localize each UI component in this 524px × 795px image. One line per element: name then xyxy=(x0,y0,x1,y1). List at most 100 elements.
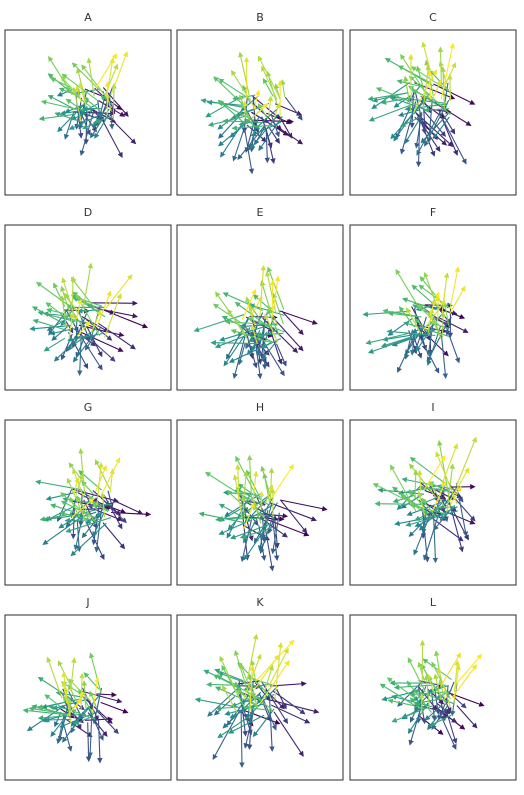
vector-arrow xyxy=(393,684,432,690)
panel-frame xyxy=(349,614,517,781)
vector-arrow xyxy=(63,292,80,315)
vector-arrow xyxy=(284,96,303,121)
vector-arrow xyxy=(448,467,470,503)
vector-arrow xyxy=(244,118,261,130)
vector-arrow xyxy=(449,285,466,315)
vector-arrow xyxy=(456,653,483,684)
vector-arrow xyxy=(35,479,83,491)
vector-arrow xyxy=(272,690,306,715)
vector-arrow xyxy=(262,77,274,97)
vector-arrow xyxy=(78,109,93,130)
vector-arrow xyxy=(89,690,97,708)
vector-arrow xyxy=(68,312,75,339)
vector-arrow xyxy=(451,664,478,698)
vector-arrow xyxy=(270,704,311,724)
vector-arrow xyxy=(204,471,250,501)
vector-arrow xyxy=(404,329,414,360)
vector-arrow xyxy=(213,696,236,716)
vector-arrow xyxy=(97,720,103,764)
vector-arrow xyxy=(251,504,268,521)
panel-frame xyxy=(4,614,172,781)
vector-arrow xyxy=(230,523,272,540)
vector-arrow xyxy=(252,470,259,501)
vector-arrow xyxy=(433,83,476,105)
vector-arrow xyxy=(426,100,433,144)
vector-arrow xyxy=(68,112,104,130)
vector-arrow xyxy=(239,694,275,705)
vector-arrow xyxy=(82,262,93,307)
panel-title: F xyxy=(430,206,436,219)
vector-arrow xyxy=(405,510,458,527)
vector-arrow xyxy=(372,483,425,510)
vector-arrow xyxy=(224,319,278,326)
vector-arrow xyxy=(87,711,93,758)
vector-arrow xyxy=(405,307,422,334)
vector-arrow xyxy=(412,689,455,705)
vector-arrow xyxy=(79,672,85,710)
vector-arrow xyxy=(367,92,409,102)
vector-arrow xyxy=(428,480,446,508)
vector-arrow xyxy=(387,698,427,709)
vector-arrow xyxy=(93,116,113,124)
vector-arrow xyxy=(422,512,440,561)
vector-arrow xyxy=(263,522,275,572)
vector-arrow xyxy=(250,324,258,345)
vector-arrow xyxy=(72,336,93,363)
vector-arrow xyxy=(227,510,246,531)
panel-title: B xyxy=(256,11,264,24)
vector-arrow xyxy=(31,306,66,325)
vector-arrow xyxy=(400,53,429,98)
vector-arrow xyxy=(268,467,275,502)
panel-A: A xyxy=(4,11,172,196)
vector-arrow xyxy=(249,113,279,150)
vector-arrow xyxy=(386,677,416,699)
vector-arrow xyxy=(442,62,457,91)
vector-arrow xyxy=(415,326,433,352)
panel-title: C xyxy=(429,11,437,24)
vector-arrow xyxy=(72,468,85,499)
vector-arrow xyxy=(441,443,459,484)
vector-arrow xyxy=(449,266,460,309)
vector-arrow xyxy=(253,89,261,110)
panel-title: K xyxy=(256,596,264,609)
vector-arrow xyxy=(264,128,270,164)
vector-arrow xyxy=(62,695,78,715)
vector-arrow xyxy=(268,696,275,752)
vector-arrow xyxy=(386,328,436,337)
vector-arrow xyxy=(73,512,84,551)
vector-arrow xyxy=(365,332,409,345)
panel-title: I xyxy=(431,401,434,414)
vector-arrow xyxy=(453,664,461,703)
vector-arrow xyxy=(102,457,121,493)
vector-arrow xyxy=(382,332,422,342)
vector-arrow xyxy=(32,318,67,331)
vector-arrow xyxy=(432,116,450,140)
vector-arrow xyxy=(239,526,274,539)
vector-arrow xyxy=(267,95,274,117)
vector-arrow xyxy=(237,343,246,366)
vector-arrow xyxy=(456,705,478,729)
vector-arrow xyxy=(250,121,281,137)
vector-arrow xyxy=(447,74,453,102)
vector-arrow xyxy=(48,704,71,710)
vector-arrow xyxy=(98,322,136,350)
vector-arrow xyxy=(85,722,92,762)
vector-arrow xyxy=(397,65,432,84)
vector-arrow xyxy=(398,306,416,328)
vector-arrow xyxy=(440,333,449,379)
vector-arrow xyxy=(45,302,76,325)
vector-arrow xyxy=(252,708,275,738)
vector-arrow xyxy=(259,264,267,316)
vector-arrow xyxy=(261,697,277,731)
vector-arrow xyxy=(82,96,100,110)
panel-C: C xyxy=(349,11,517,196)
vector-arrow xyxy=(440,311,446,336)
vector-arrow xyxy=(278,115,293,139)
vector-arrow xyxy=(108,94,115,130)
vector-arrow xyxy=(207,680,247,717)
vector-arrow xyxy=(61,671,68,698)
vector-arrow xyxy=(213,76,245,106)
vector-arrow xyxy=(88,700,99,722)
vector-arrow xyxy=(255,639,295,682)
